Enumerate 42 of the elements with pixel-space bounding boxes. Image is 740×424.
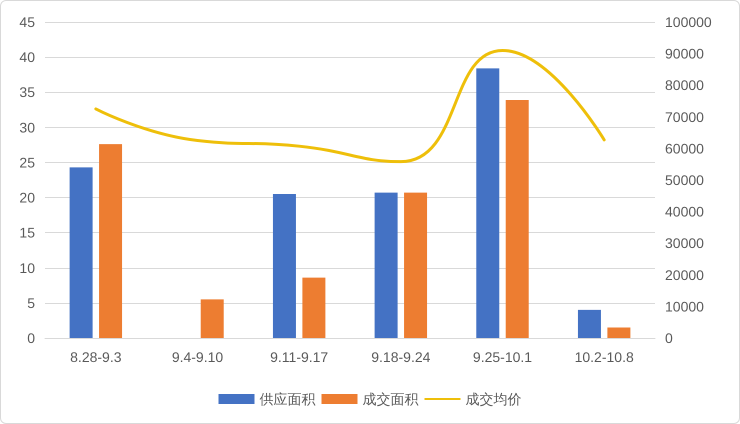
y2-tick-label: 80000: [665, 77, 704, 94]
y-tick-label: 10: [19, 260, 36, 276]
bar: [302, 278, 326, 338]
y2-tick-label: 30000: [665, 235, 704, 252]
x-tick-label: 9.18-9.24: [371, 349, 431, 365]
legend-label: 供应面积: [260, 391, 316, 407]
x-tick-label: 8.28-9.3: [70, 349, 122, 365]
y-tick-label: 5: [27, 294, 36, 311]
y-tick-label: 30: [19, 119, 36, 136]
bar: [70, 167, 93, 338]
bar: [607, 327, 630, 338]
y2-tick-label: 60000: [665, 140, 704, 156]
bar: [578, 310, 601, 338]
line-series: [94, 48, 606, 164]
y-tick-label: 45: [19, 14, 36, 30]
y2-tick-label: 100000: [665, 14, 712, 30]
y-tick-label: 40: [19, 49, 36, 66]
y2-tick-label: 90000: [665, 46, 704, 62]
y-tick-label: 15: [19, 224, 36, 241]
y-tick-label: 35: [19, 84, 36, 100]
bar: [506, 100, 529, 338]
y-tick-label: 25: [19, 154, 36, 170]
legend-label: 成交面积: [362, 391, 418, 407]
bar: [200, 299, 224, 338]
x-tick-label: 10.2-10.8: [574, 349, 634, 365]
y2-tick-label: 20000: [665, 266, 704, 283]
y2-tick-label: 70000: [665, 108, 704, 125]
y-tick-label: 20: [19, 190, 36, 206]
bar: [99, 144, 122, 338]
x-tick-label: 9.4-9.10: [172, 349, 224, 365]
y2-tick-label: 0: [665, 330, 673, 346]
x-tick-label: 9.11-9.17: [270, 349, 328, 365]
bar: [374, 192, 398, 338]
y-tick-label: 0: [27, 330, 36, 346]
y2-tick-label: 10000: [665, 298, 704, 314]
bar: [476, 68, 500, 338]
legend-label: 成交均价: [466, 391, 522, 407]
bar: [272, 194, 296, 338]
y2-tick-label: 50000: [665, 172, 704, 188]
x-tick-label: 9.25-10.1: [472, 349, 532, 365]
bar: [404, 192, 428, 338]
y2-tick-label: 40000: [665, 204, 704, 220]
